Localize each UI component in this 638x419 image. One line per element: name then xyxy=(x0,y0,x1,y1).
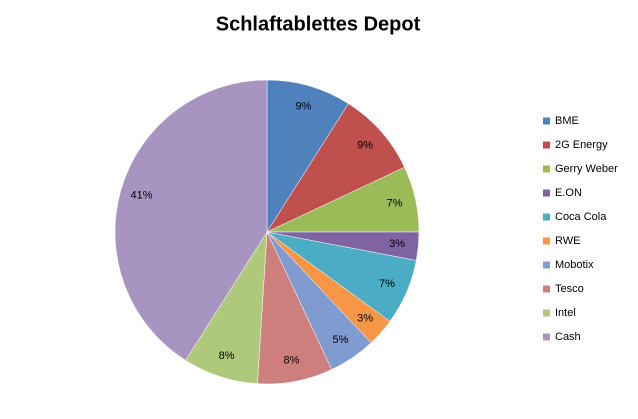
legend-swatch xyxy=(543,309,550,317)
data-label: 8% xyxy=(219,350,235,362)
pie-slice xyxy=(266,79,349,233)
pie-slice xyxy=(114,79,268,361)
legend-label: RWE xyxy=(555,235,580,247)
legend-swatch xyxy=(543,165,550,173)
data-label: 5% xyxy=(333,334,349,346)
data-label: 3% xyxy=(357,312,373,324)
data-label: 7% xyxy=(387,197,403,209)
legend-swatch xyxy=(543,141,550,149)
data-label: 3% xyxy=(389,238,405,250)
data-label: 41% xyxy=(130,189,152,201)
legend-label: Mobotix xyxy=(555,259,594,271)
legend-label: BME xyxy=(555,115,579,127)
legend-label: E.ON xyxy=(555,187,582,199)
legend-label: Intel xyxy=(555,307,576,319)
legend-label: Gerry Weber xyxy=(555,163,618,175)
legend-swatch xyxy=(543,333,550,341)
legend-label: Tesco xyxy=(555,283,584,295)
data-label: 7% xyxy=(379,278,395,290)
data-label: 9% xyxy=(296,100,312,112)
pie-slice xyxy=(266,103,405,233)
legend-label: Cash xyxy=(555,331,581,343)
legend-swatch xyxy=(543,189,550,197)
legend-label: Coca Cola xyxy=(555,211,607,223)
data-label: 9% xyxy=(357,139,373,151)
data-label: 8% xyxy=(284,354,300,366)
legend-swatch xyxy=(543,213,550,221)
legend-swatch xyxy=(543,261,550,269)
legend-swatch xyxy=(543,285,550,293)
legend-swatch xyxy=(543,237,550,245)
legend-swatch xyxy=(543,117,550,125)
legend-label: 2G Energy xyxy=(555,139,608,151)
chart-title: Schlaftablettes Depot xyxy=(216,13,421,35)
